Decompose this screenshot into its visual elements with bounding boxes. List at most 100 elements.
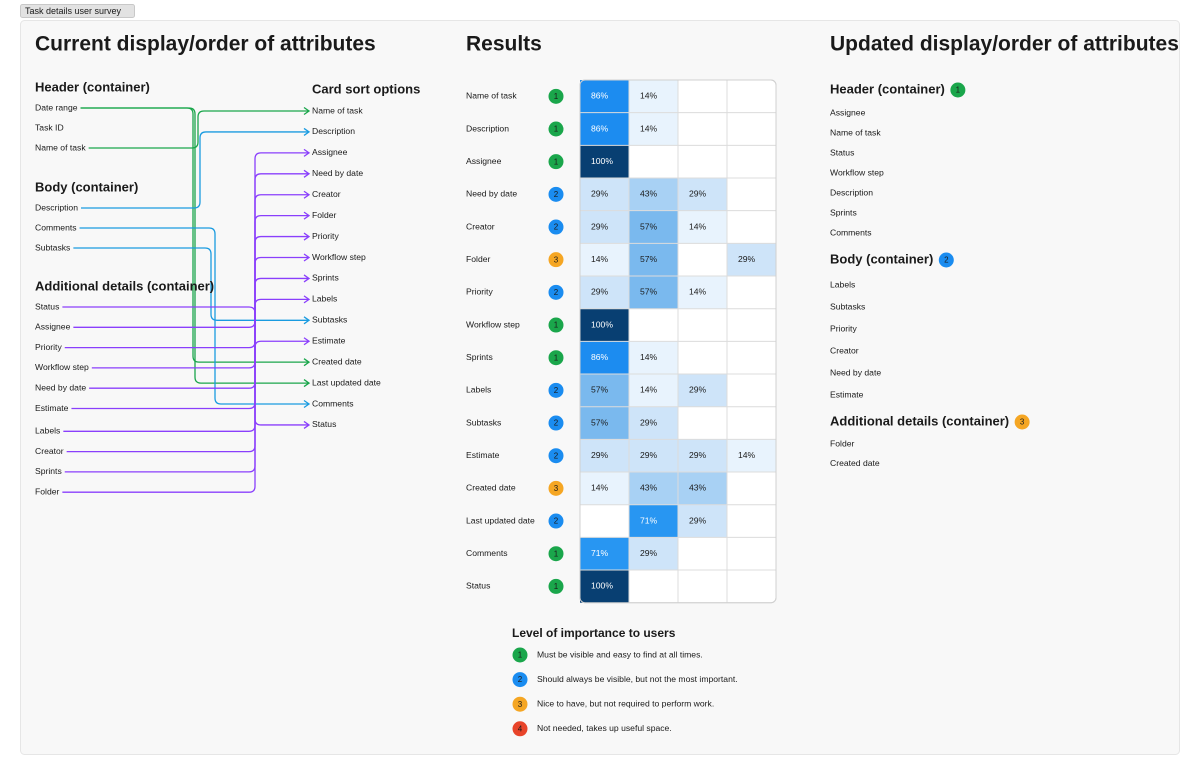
heat-cell — [580, 341, 629, 375]
result-attribute: Name of task — [466, 91, 517, 101]
cell-value: 43% — [640, 189, 658, 199]
result-attribute: Creator — [466, 221, 495, 231]
card-option: Status — [312, 419, 336, 429]
rank-number: 2 — [518, 675, 523, 684]
cell-value: 14% — [738, 450, 756, 460]
group-heading: Body (container) — [830, 251, 933, 266]
card-option: Comments — [312, 398, 354, 408]
card-option: Assignee — [312, 147, 348, 157]
attribute: Assignee — [830, 107, 866, 117]
rank-number: 2 — [554, 517, 559, 526]
section-title: Results — [466, 33, 542, 56]
heat-cell — [629, 210, 678, 244]
heat-cell — [629, 504, 678, 538]
cell-value: 86% — [591, 123, 609, 133]
attribute: Status — [35, 301, 59, 311]
cell-value: 14% — [640, 352, 658, 362]
rank-number: 3 — [518, 700, 523, 709]
rank-number: 2 — [554, 451, 559, 460]
rank-number: 1 — [554, 582, 559, 591]
card-option: Name of task — [312, 105, 363, 115]
rank-number: 1 — [554, 549, 559, 558]
heat-cell — [629, 276, 678, 309]
tab-label[interactable]: Task details user survey — [25, 6, 122, 16]
rank-badge — [548, 88, 564, 104]
heat-cell — [580, 112, 629, 146]
cell-value: 100% — [591, 319, 613, 329]
cell-value: 29% — [689, 515, 707, 525]
heat-cell — [580, 308, 629, 342]
heat-cell — [678, 504, 727, 538]
attribute: Description — [35, 202, 78, 212]
attribute: Name of task — [830, 127, 881, 137]
group-heading: Body (container) — [35, 179, 138, 194]
rank-number: 1 — [956, 86, 961, 95]
card-option: Created date — [312, 356, 362, 366]
cell-value: 29% — [689, 450, 707, 460]
heat-cell — [580, 178, 629, 211]
table-outline — [579, 79, 777, 604]
rank-number: 1 — [554, 92, 559, 101]
legend-text: Must be visible and easy to find at all … — [537, 649, 703, 659]
legend-heading: Level of importance to users — [512, 626, 676, 640]
attribute: Task ID — [35, 122, 64, 132]
attribute: Name of task — [35, 142, 86, 152]
legend-text: Nice to have, but not required to perfor… — [537, 698, 714, 708]
cell-value: 29% — [640, 548, 658, 558]
attribute: Folder — [830, 438, 854, 448]
connector — [80, 107, 308, 384]
arrowhead — [303, 253, 311, 262]
arrowhead — [303, 399, 311, 409]
cell-value: 14% — [689, 221, 707, 231]
rank-badge — [548, 382, 564, 398]
cell-value: 100% — [591, 156, 613, 166]
attribute: Labels — [35, 426, 60, 436]
attribute: Need by date — [830, 367, 881, 377]
rank-badge — [950, 82, 966, 98]
cell-value: 71% — [640, 515, 658, 525]
group-heading: Header (container) — [830, 81, 945, 96]
heat-cell — [629, 537, 678, 571]
heat-cell — [629, 341, 678, 375]
result-attribute: Labels — [466, 385, 491, 395]
group-heading: Header (container) — [35, 79, 150, 94]
result-attribute: Assignee — [466, 156, 502, 166]
arrowhead — [303, 106, 311, 116]
arrowhead — [303, 148, 311, 157]
attribute: Subtasks — [35, 242, 70, 252]
arrowhead — [303, 211, 311, 220]
attribute: Assignee — [35, 322, 71, 332]
attribute: Priority — [830, 323, 857, 333]
arrowhead — [303, 295, 311, 304]
rank-number: 3 — [554, 255, 559, 264]
attribute: Estimate — [35, 403, 69, 413]
heat-cell — [580, 145, 629, 179]
heat-cell — [580, 537, 629, 571]
cell-value: 43% — [640, 483, 658, 493]
connector — [81, 131, 308, 209]
heat-cell — [629, 112, 678, 146]
attribute: Sprints — [35, 466, 62, 476]
connector — [73, 247, 308, 321]
heat-cell — [727, 243, 776, 277]
attribute: Comments — [35, 222, 77, 232]
arrowhead — [303, 379, 311, 388]
rank-number: 2 — [554, 223, 559, 232]
result-attribute: Sprints — [466, 352, 493, 362]
result-attribute: Estimate — [466, 450, 500, 460]
attribute: Creator — [35, 446, 64, 456]
card-option: Priority — [312, 231, 339, 241]
tab[interactable] — [20, 4, 135, 18]
arrowhead — [303, 316, 311, 325]
rank-badge — [548, 317, 564, 333]
card-option: Subtasks — [312, 315, 347, 325]
arrowhead — [303, 190, 311, 199]
rank-badge — [512, 696, 528, 712]
rank-number: 1 — [554, 353, 559, 362]
rank-number: 2 — [944, 256, 949, 265]
cell-value: 100% — [591, 581, 613, 591]
result-attribute: Folder — [466, 254, 490, 264]
heat-cell — [629, 472, 678, 505]
attribute: Creator — [830, 345, 859, 355]
legend-text: Not needed, takes up useful space. — [537, 723, 672, 733]
